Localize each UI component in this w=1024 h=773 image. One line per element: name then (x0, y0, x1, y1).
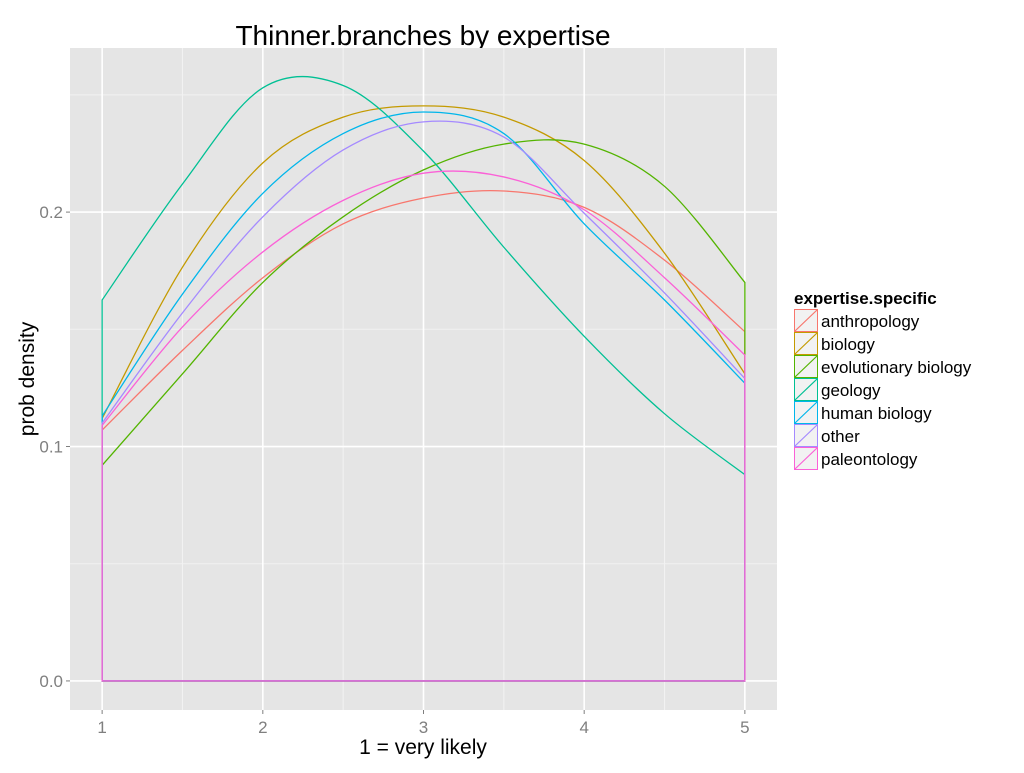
series-line-anthropology (101, 189, 746, 682)
legend-key-line (794, 424, 818, 447)
series-line-geology (101, 75, 746, 682)
legend-key-line (794, 309, 818, 332)
series-lines (101, 75, 746, 682)
gridlines (70, 48, 777, 710)
legend-label: geology (821, 381, 881, 400)
series-line-paleontology (101, 170, 746, 682)
legend-label: anthropology (821, 312, 920, 331)
x-tick-label: 2 (258, 718, 267, 737)
y-tick-label: 0.1 (39, 438, 63, 457)
x-tick-label: 5 (740, 718, 749, 737)
legend-key-line (794, 355, 818, 378)
x-tick-label: 1 (97, 718, 106, 737)
x-axis: 1 2 3 4 5 (97, 710, 750, 737)
y-axis-title: prob density (16, 321, 39, 436)
legend-title: expertise.specific (794, 289, 937, 308)
series-line-evolutionary-biology (101, 139, 746, 682)
legend-label: evolutionary biology (821, 358, 972, 377)
legend-label: biology (821, 335, 875, 354)
y-tick-label: 0.2 (39, 203, 63, 222)
legend: expertise.specific anthropology biology ev… (794, 289, 972, 470)
series-line-biology (101, 105, 746, 682)
chart-title: Thinner.branches by expertise (235, 20, 610, 51)
x-tick-label: 4 (579, 718, 588, 737)
legend-label: human biology (821, 404, 932, 423)
series-line-other (101, 120, 746, 682)
legend-label: other (821, 427, 860, 446)
series-line-human-biology (101, 111, 746, 682)
x-tick-label: 3 (419, 718, 428, 737)
legend-key-line (794, 401, 818, 424)
legend-key-line (794, 332, 818, 355)
y-tick-label: 0.0 (39, 672, 63, 691)
legend-label: paleontology (821, 450, 918, 469)
legend-key-line (794, 378, 818, 401)
y-axis: 0.0 0.1 0.2 (39, 203, 70, 691)
x-axis-title: 1 = very likely (359, 736, 487, 759)
legend-key-line (794, 447, 818, 470)
